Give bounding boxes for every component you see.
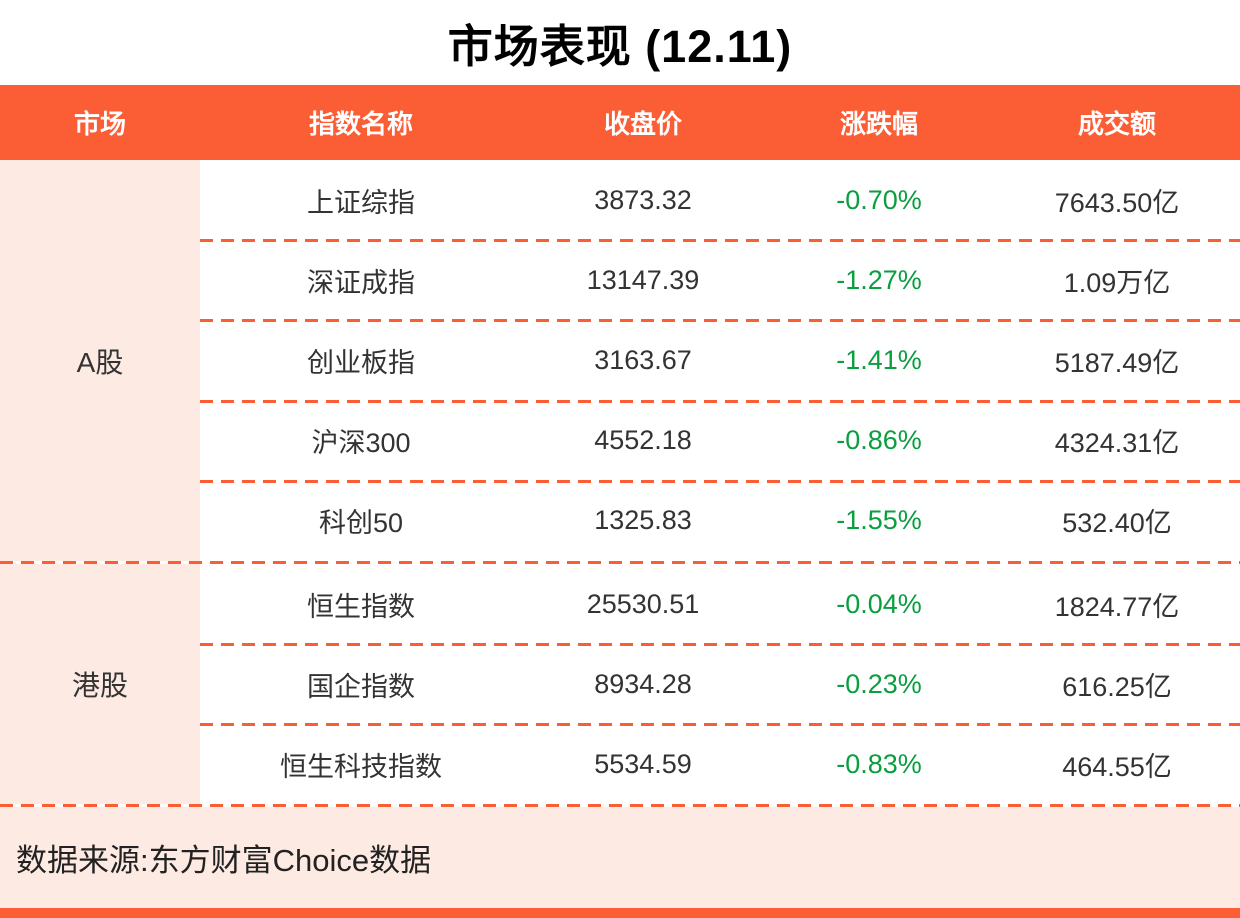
change-percent: -1.55% <box>836 505 922 536</box>
change-percent: -1.41% <box>836 345 922 375</box>
change-percent: -0.86% <box>836 425 922 456</box>
group-rows: 恒生指数 25530.51 -0.04% 1824.77亿 国企指数 8934.… <box>200 564 1240 804</box>
header-close-price: 收盘价 <box>603 109 682 139</box>
close-price: 13147.39 <box>586 264 700 295</box>
table-row: 创业板指 3163.67 -1.41% 5187.49亿 <box>200 319 1240 400</box>
bottom-accent-bar <box>0 908 1240 918</box>
turnover-value: 1824.77亿 <box>1054 591 1180 622</box>
market-cell: A股 <box>0 160 200 561</box>
turnover-value: 7643.50亿 <box>1054 187 1180 218</box>
table-row: 科创50 1325.83 -1.55% 532.40亿 <box>200 479 1240 561</box>
change-percent: -0.83% <box>836 748 922 779</box>
turnover-value: 1.09万亿 <box>1063 267 1171 298</box>
index-name: 深证成指 <box>307 267 415 298</box>
turnover-value: 532.40亿 <box>1062 508 1172 539</box>
close-price: 25530.51 <box>586 588 700 619</box>
page-title: 市场表现 (12.11) <box>447 21 793 72</box>
table-row: 恒生科技指数 5534.59 -0.83% 464.55亿 <box>200 723 1240 804</box>
header-change-percent: 涨跌幅 <box>839 109 918 139</box>
table-row: 恒生指数 25530.51 -0.04% 1824.77亿 <box>200 564 1240 644</box>
close-price: 3163.67 <box>594 345 692 375</box>
data-source-footer: 数据来源:东方财富Choice数据 <box>0 807 1240 908</box>
change-percent: -0.23% <box>836 668 922 699</box>
turnover-value: 616.25亿 <box>1062 671 1172 702</box>
table-row: 深证成指 13147.39 -1.27% 1.09万亿 <box>200 239 1240 320</box>
header-market: 市场 <box>73 109 126 139</box>
footer-divider <box>0 804 1240 807</box>
index-name: 国企指数 <box>307 671 415 702</box>
close-price: 4552.18 <box>594 425 692 456</box>
close-price: 3873.32 <box>594 184 692 215</box>
turnover-value: 464.55亿 <box>1062 751 1172 782</box>
table-row: 国企指数 8934.28 -0.23% 616.25亿 <box>200 643 1240 724</box>
table-row: 沪深300 4552.18 -0.86% 4324.31亿 <box>200 399 1240 481</box>
index-name: 上证综指 <box>307 187 415 218</box>
market-cell: 港股 <box>0 564 200 804</box>
market-group-hk-shares: 港股 恒生指数 25530.51 -0.04% 1824.77亿 国企指数 89… <box>0 564 1240 804</box>
close-price: 1325.83 <box>594 505 692 536</box>
close-price: 8934.28 <box>594 668 692 699</box>
table-header-row: 市场 指数名称 收盘价 涨跌幅 成交额 <box>0 85 1240 160</box>
market-group-a-shares: A股 上证综指 3873.32 -0.70% 7643.50亿 深证成指 131… <box>0 160 1240 561</box>
index-name: 科创50 <box>318 508 404 539</box>
index-name: 恒生指数 <box>307 591 415 622</box>
group-rows: 上证综指 3873.32 -0.70% 7643.50亿 深证成指 13147.… <box>200 160 1240 561</box>
index-name: 沪深300 <box>311 428 411 459</box>
change-percent: -0.70% <box>836 184 922 215</box>
title-bar: 市场表现 (12.11) <box>0 0 1240 85</box>
turnover-value: 5187.49亿 <box>1054 348 1180 378</box>
index-name: 恒生科技指数 <box>280 751 442 782</box>
group-divider <box>0 561 1240 564</box>
header-index-name: 指数名称 <box>308 109 413 139</box>
table-row: 上证综指 3873.32 -0.70% 7643.50亿 <box>200 160 1240 240</box>
change-percent: -1.27% <box>836 264 922 295</box>
header-turnover: 成交额 <box>1077 109 1156 139</box>
close-price: 5534.59 <box>594 748 692 779</box>
turnover-value: 4324.31亿 <box>1054 428 1180 459</box>
data-source-text: 数据来源:东方财富Choice数据 <box>16 843 432 878</box>
index-name: 创业板指 <box>307 348 415 378</box>
change-percent: -0.04% <box>836 588 922 619</box>
